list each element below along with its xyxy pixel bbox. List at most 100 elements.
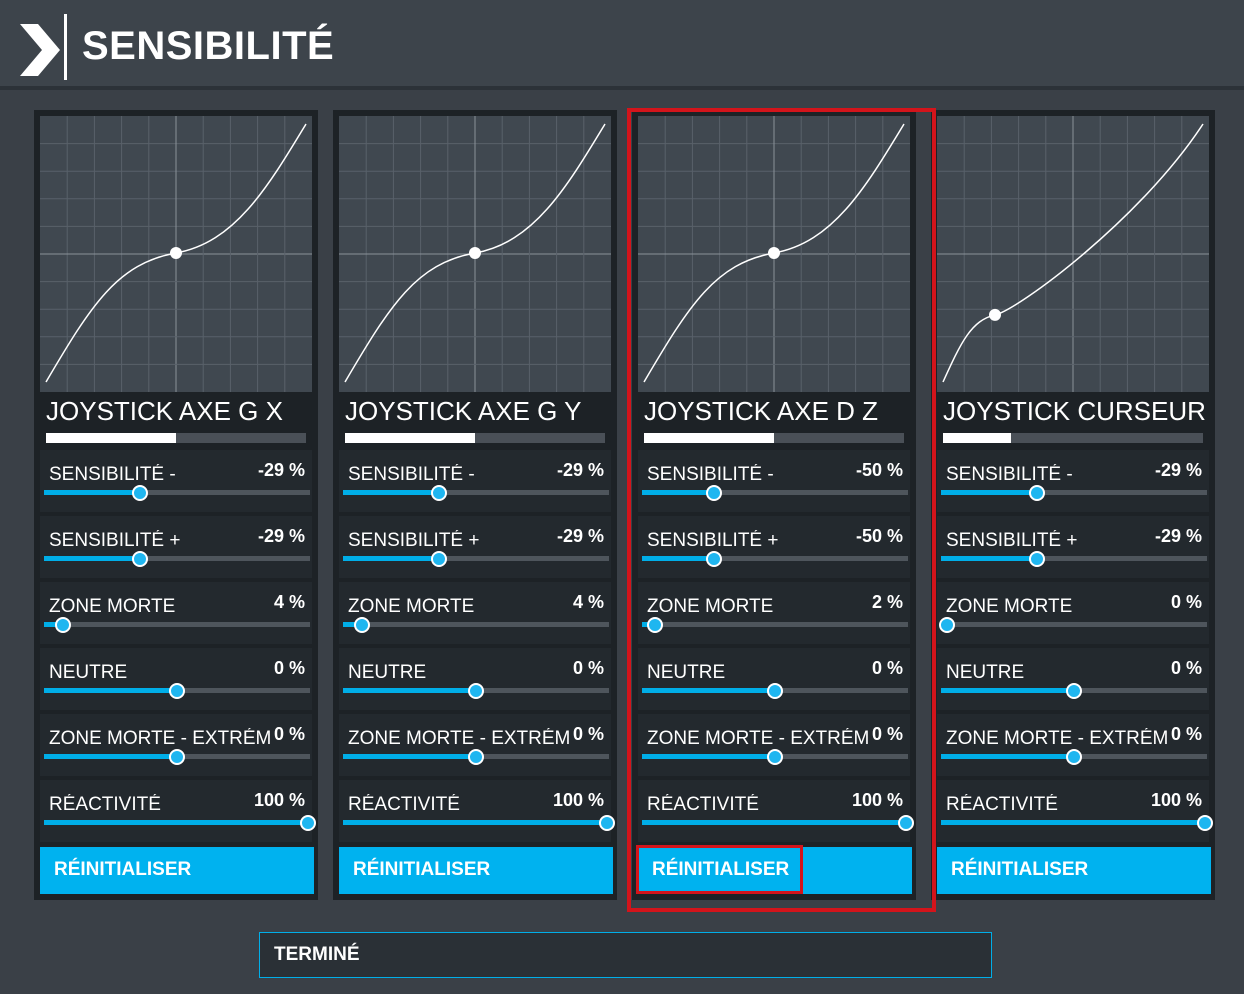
slider-fill xyxy=(941,820,1207,825)
slider-label: SENSIBILITÉ + xyxy=(946,530,1078,551)
curve-svg xyxy=(638,116,910,392)
slider-handle[interactable] xyxy=(131,551,148,567)
slider-handle[interactable] xyxy=(767,683,783,699)
header-divider xyxy=(64,14,67,80)
slider-fill xyxy=(343,622,362,627)
slider-track[interactable] xyxy=(941,683,1207,699)
slider-track[interactable] xyxy=(343,617,609,633)
axis-input-bar xyxy=(345,433,605,443)
slider-track[interactable] xyxy=(642,683,908,699)
slider-label: ZONE MORTE - EXTRÉMITÉ xyxy=(348,728,570,749)
slider-label: ZONE MORTE xyxy=(946,596,1073,617)
axis-input-fill xyxy=(46,433,176,443)
slider-handle[interactable] xyxy=(705,485,722,501)
slider-handle[interactable] xyxy=(131,485,148,501)
slider-row: SENSIBILITÉ - -29 % xyxy=(339,450,611,512)
slider-track[interactable] xyxy=(44,551,310,567)
slider-track[interactable] xyxy=(642,815,914,831)
slider-track[interactable] xyxy=(343,551,609,567)
response-curve-graph xyxy=(638,116,910,392)
slider-track[interactable] xyxy=(343,485,609,501)
slider-value: 4 % xyxy=(570,592,604,613)
slider-track[interactable] xyxy=(44,749,310,765)
slider-handle[interactable] xyxy=(1028,551,1045,567)
curve-svg xyxy=(339,116,611,392)
slider-handle[interactable] xyxy=(939,617,955,633)
slider-track[interactable] xyxy=(939,617,1207,633)
slider-track[interactable] xyxy=(642,617,908,633)
slider-track[interactable] xyxy=(44,485,310,501)
slider-track[interactable] xyxy=(343,815,615,831)
slider-handle[interactable] xyxy=(647,617,664,633)
slider-row: RÉACTIVITÉ 100 % xyxy=(937,780,1213,842)
slider-fill xyxy=(44,622,63,627)
current-position-dot xyxy=(989,308,1001,321)
slider-track[interactable] xyxy=(941,551,1207,567)
slider-track[interactable] xyxy=(642,749,908,765)
slider-value: -50 % xyxy=(853,526,903,547)
slider-handle[interactable] xyxy=(468,749,484,765)
reset-button[interactable]: RÉINITIALISER xyxy=(339,847,613,894)
slider-handle[interactable] xyxy=(430,551,447,567)
slider-label: ZONE MORTE - EXTRÉMITÉ xyxy=(946,728,1168,749)
curve-svg xyxy=(937,116,1209,392)
slider-row: NEUTRE 0 % xyxy=(937,648,1209,710)
slider-track[interactable] xyxy=(343,749,609,765)
slider-handle[interactable] xyxy=(599,815,615,831)
slider-handle[interactable] xyxy=(54,617,71,633)
slider-handle[interactable] xyxy=(705,551,722,567)
slider-value: 100 % xyxy=(550,790,604,811)
current-position-dot xyxy=(170,247,182,259)
slider-handle[interactable] xyxy=(430,485,447,501)
current-position-dot xyxy=(768,247,780,259)
slider-label: SENSIBILITÉ - xyxy=(647,464,774,485)
page-title: SENSIBILITÉ xyxy=(82,24,335,68)
slider-handle[interactable] xyxy=(169,683,185,699)
slider-row: SENSIBILITÉ + -29 % xyxy=(339,516,611,578)
slider-handle[interactable] xyxy=(468,683,484,699)
done-button[interactable]: TERMINÉ xyxy=(259,932,992,978)
reset-button[interactable]: RÉINITIALISER xyxy=(937,847,1211,894)
slider-value: 2 % xyxy=(869,592,903,613)
slider-track[interactable] xyxy=(941,485,1207,501)
slider-handle[interactable] xyxy=(169,749,185,765)
slider-track[interactable] xyxy=(343,683,609,699)
slider-handle[interactable] xyxy=(300,815,316,831)
slider-handle[interactable] xyxy=(1028,485,1045,501)
slider-value: -29 % xyxy=(554,526,604,547)
slider-value: -29 % xyxy=(554,460,604,481)
slider-handle[interactable] xyxy=(353,617,370,633)
slider-fill xyxy=(642,754,775,759)
slider-fill xyxy=(642,688,775,693)
slider-value: 0 % xyxy=(1168,592,1202,613)
slider-fill xyxy=(642,820,908,825)
slider-label: NEUTRE xyxy=(49,662,128,683)
slider-fill xyxy=(44,688,177,693)
slider-handle[interactable] xyxy=(1066,683,1082,699)
slider-track[interactable] xyxy=(941,815,1213,831)
reset-button[interactable]: RÉINITIALISER xyxy=(638,847,912,894)
chevron-right-icon[interactable] xyxy=(16,20,64,80)
slider-row: NEUTRE 0 % xyxy=(40,648,312,710)
slider-handle[interactable] xyxy=(1066,749,1082,765)
slider-row: SENSIBILITÉ + -29 % xyxy=(40,516,312,578)
slider-handle[interactable] xyxy=(767,749,783,765)
slider-track[interactable] xyxy=(642,485,908,501)
slider-track[interactable] xyxy=(642,551,908,567)
slider-handle[interactable] xyxy=(898,815,914,831)
slider-label: RÉACTIVITÉ xyxy=(348,794,460,815)
reset-button[interactable]: RÉINITIALISER xyxy=(40,847,314,894)
slider-label: ZONE MORTE - EXTRÉMITÉ xyxy=(647,728,869,749)
slider-label: ZONE MORTE xyxy=(49,596,176,617)
slider-track[interactable] xyxy=(44,683,310,699)
axis-input-bar xyxy=(943,433,1203,443)
slider-row: ZONE MORTE 4 % xyxy=(339,582,611,644)
slider-track[interactable] xyxy=(44,617,310,633)
slider-track[interactable] xyxy=(941,749,1207,765)
slider-row: SENSIBILITÉ - -29 % xyxy=(40,450,312,512)
slider-handle[interactable] xyxy=(1197,815,1213,831)
slider-row: RÉACTIVITÉ 100 % xyxy=(339,780,615,842)
slider-track[interactable] xyxy=(44,815,316,831)
slider-value: 0 % xyxy=(271,658,305,679)
slider-label: NEUTRE xyxy=(647,662,726,683)
